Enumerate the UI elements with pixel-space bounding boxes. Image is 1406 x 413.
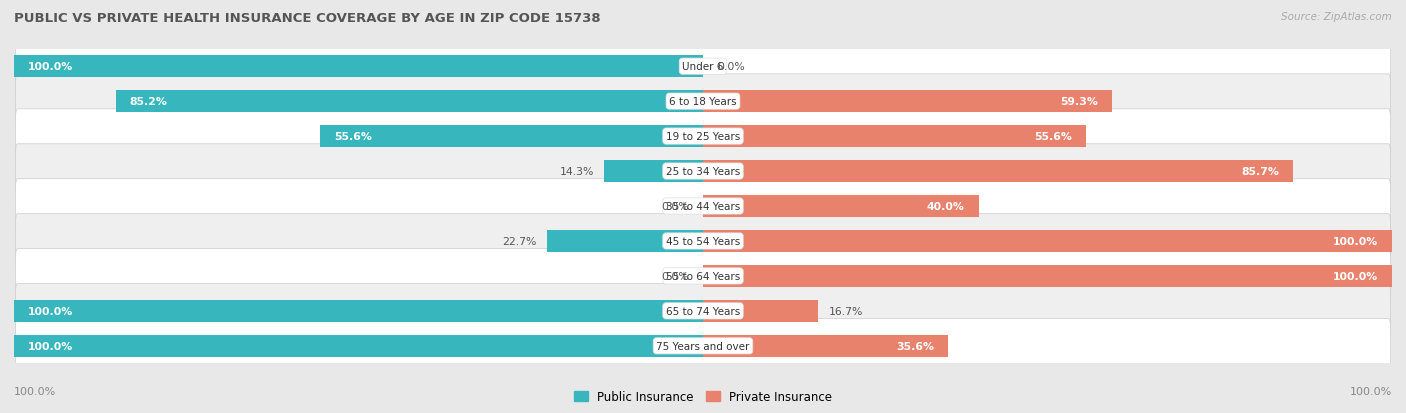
FancyBboxPatch shape (15, 75, 1391, 129)
Text: 100.0%: 100.0% (28, 62, 73, 72)
Text: Under 6: Under 6 (682, 62, 724, 72)
Text: 0.0%: 0.0% (661, 271, 689, 281)
Text: 100.0%: 100.0% (1333, 236, 1378, 247)
Legend: Public Insurance, Private Insurance: Public Insurance, Private Insurance (569, 385, 837, 408)
FancyBboxPatch shape (15, 319, 1391, 373)
Text: 75 Years and over: 75 Years and over (657, 341, 749, 351)
Text: 16.7%: 16.7% (828, 306, 863, 316)
Text: 45 to 54 Years: 45 to 54 Years (666, 236, 740, 247)
FancyBboxPatch shape (15, 179, 1391, 234)
Text: 40.0%: 40.0% (927, 202, 965, 211)
Bar (117, 91, 703, 113)
Bar (703, 300, 818, 322)
Bar (14, 300, 703, 322)
Text: 55.6%: 55.6% (333, 132, 371, 142)
Text: 55.6%: 55.6% (1035, 132, 1073, 142)
Bar (14, 56, 703, 78)
Bar (703, 161, 1294, 183)
Text: 25 to 34 Years: 25 to 34 Years (666, 166, 740, 177)
FancyBboxPatch shape (15, 40, 1391, 94)
Text: 14.3%: 14.3% (560, 166, 595, 177)
FancyBboxPatch shape (15, 214, 1391, 268)
Bar (605, 161, 703, 183)
FancyBboxPatch shape (15, 284, 1391, 338)
Text: 100.0%: 100.0% (28, 341, 73, 351)
Bar (321, 126, 703, 147)
FancyBboxPatch shape (15, 145, 1391, 199)
Text: Source: ZipAtlas.com: Source: ZipAtlas.com (1281, 12, 1392, 22)
Text: 55 to 64 Years: 55 to 64 Years (666, 271, 740, 281)
Text: 0.0%: 0.0% (661, 202, 689, 211)
Bar (703, 91, 1112, 113)
Bar (703, 126, 1085, 147)
Bar (703, 196, 979, 217)
Bar (14, 335, 703, 357)
Text: 6 to 18 Years: 6 to 18 Years (669, 97, 737, 107)
Text: 100.0%: 100.0% (28, 306, 73, 316)
Text: PUBLIC VS PRIVATE HEALTH INSURANCE COVERAGE BY AGE IN ZIP CODE 15738: PUBLIC VS PRIVATE HEALTH INSURANCE COVER… (14, 12, 600, 25)
Bar (547, 230, 703, 252)
Text: 59.3%: 59.3% (1060, 97, 1098, 107)
Text: 35 to 44 Years: 35 to 44 Years (666, 202, 740, 211)
Text: 65 to 74 Years: 65 to 74 Years (666, 306, 740, 316)
Text: 35.6%: 35.6% (897, 341, 935, 351)
Text: 0.0%: 0.0% (717, 62, 745, 72)
FancyBboxPatch shape (15, 249, 1391, 304)
Text: 85.2%: 85.2% (129, 97, 167, 107)
Bar (703, 335, 948, 357)
Text: 22.7%: 22.7% (502, 236, 536, 247)
Text: 100.0%: 100.0% (14, 387, 56, 396)
FancyBboxPatch shape (15, 109, 1391, 164)
Text: 19 to 25 Years: 19 to 25 Years (666, 132, 740, 142)
Bar (703, 266, 1392, 287)
Bar (703, 230, 1392, 252)
Text: 85.7%: 85.7% (1241, 166, 1279, 177)
Text: 100.0%: 100.0% (1350, 387, 1392, 396)
Text: 100.0%: 100.0% (1333, 271, 1378, 281)
